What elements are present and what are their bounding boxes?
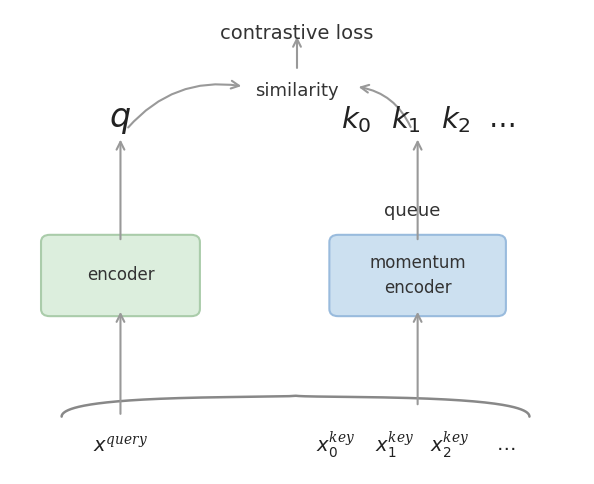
- Text: $x^{\mathregular{query}}$: $x^{\mathregular{query}}$: [93, 435, 148, 456]
- Text: $x_0^{\mathregular{key}}$: $x_0^{\mathregular{key}}$: [315, 430, 355, 461]
- Text: encoder: encoder: [87, 267, 154, 285]
- Text: $\ldots$: $\ldots$: [496, 437, 516, 454]
- Text: $x_1^{\mathregular{key}}$: $x_1^{\mathregular{key}}$: [375, 430, 413, 461]
- Text: queue: queue: [384, 202, 440, 220]
- Text: $x_2^{\mathregular{key}}$: $x_2^{\mathregular{key}}$: [431, 430, 470, 461]
- Text: $k_1$: $k_1$: [391, 105, 421, 136]
- FancyBboxPatch shape: [329, 235, 506, 316]
- Text: momentum
encoder: momentum encoder: [369, 254, 466, 297]
- FancyBboxPatch shape: [41, 235, 200, 316]
- Text: contrastive loss: contrastive loss: [220, 24, 374, 43]
- Text: $k_0$: $k_0$: [340, 105, 371, 136]
- Text: $q$: $q$: [109, 104, 131, 136]
- Text: $\ldots$: $\ldots$: [488, 106, 515, 134]
- Text: $k_2$: $k_2$: [441, 105, 471, 136]
- Text: similarity: similarity: [255, 82, 339, 100]
